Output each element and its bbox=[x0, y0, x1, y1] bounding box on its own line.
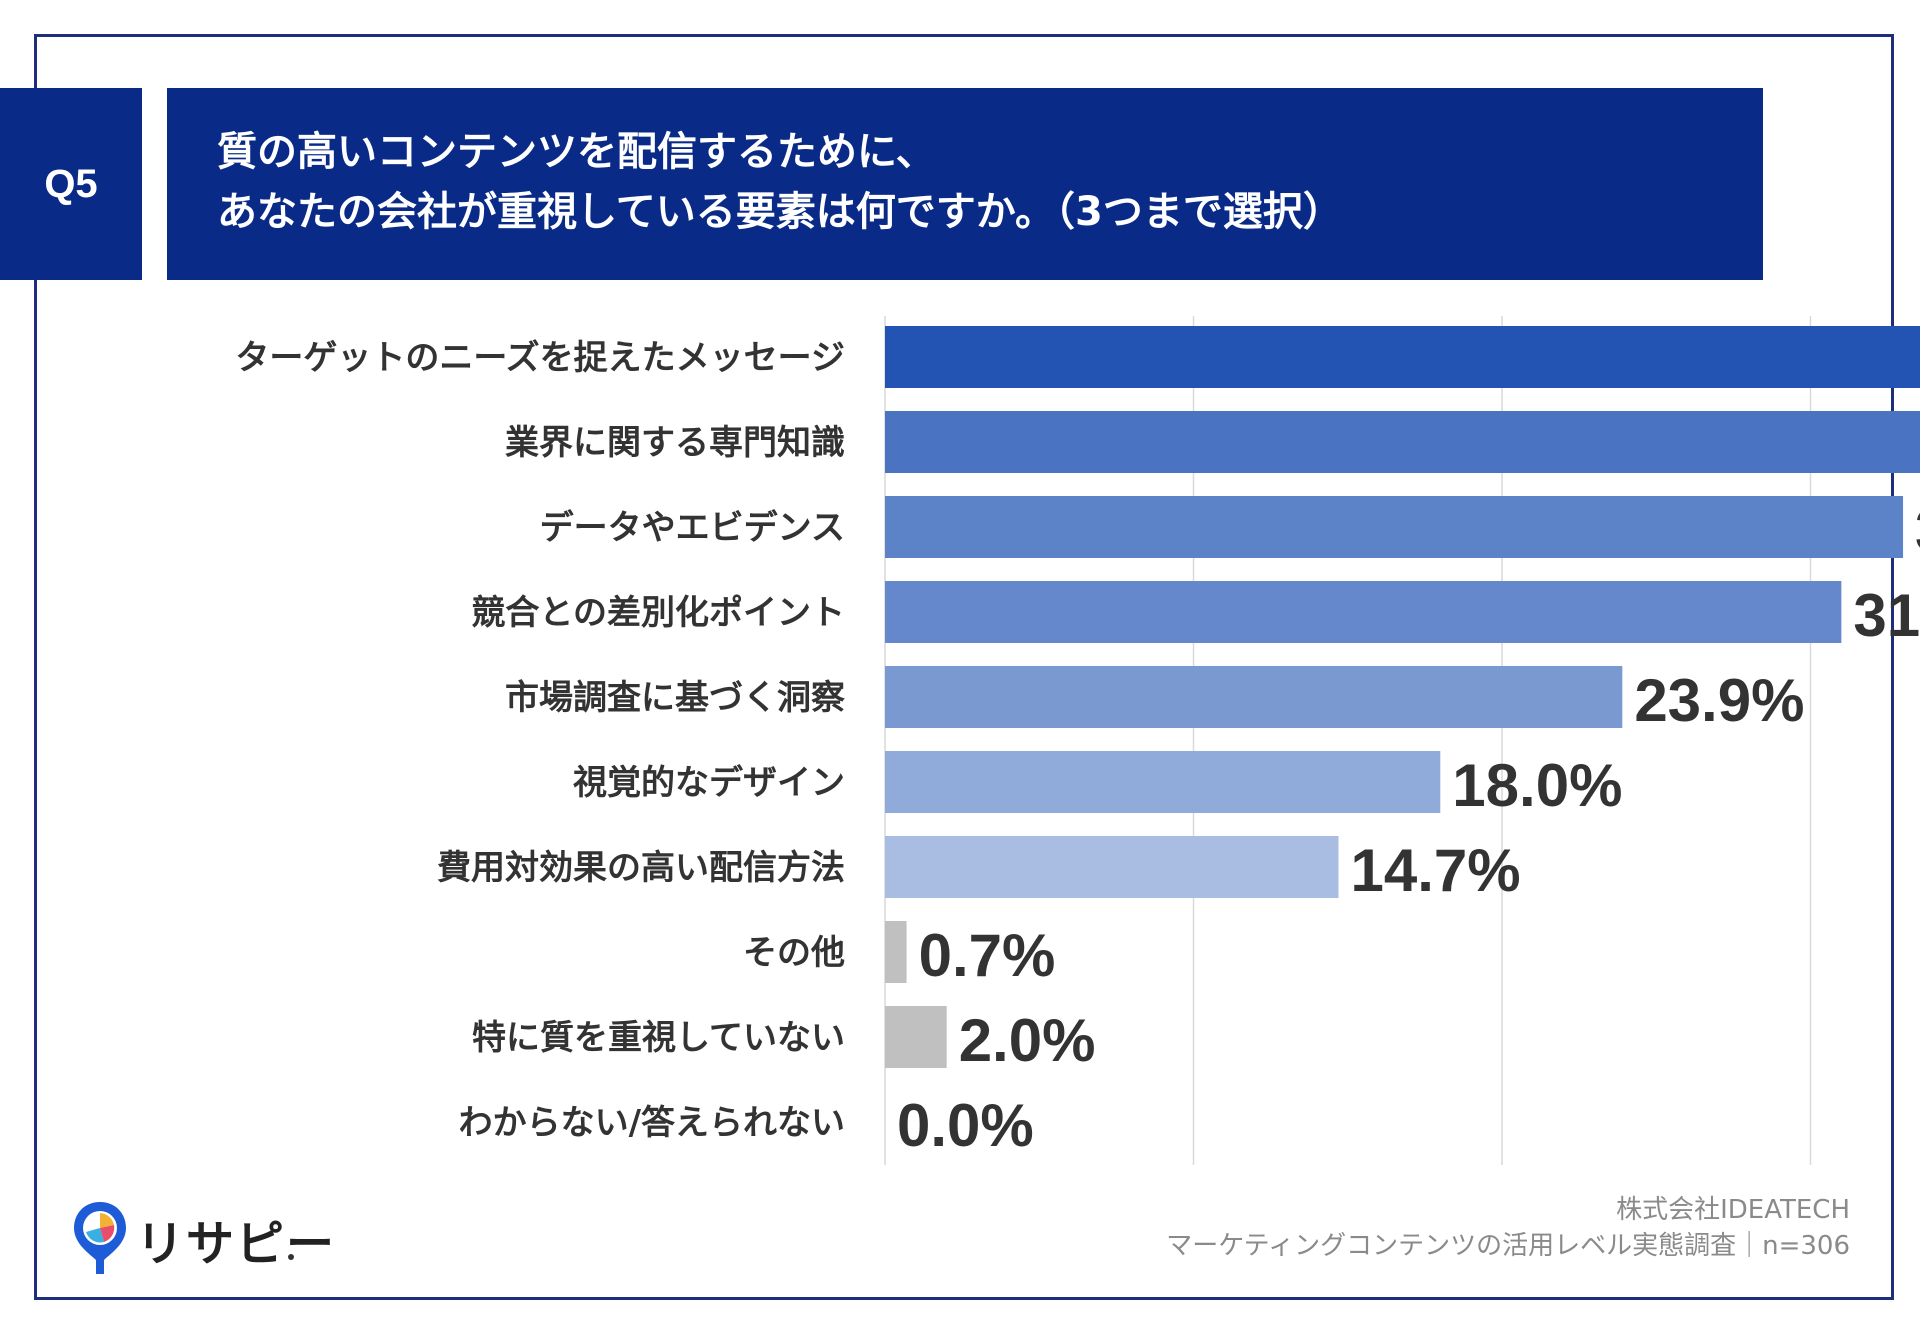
bar bbox=[885, 921, 907, 983]
footer: 株式会社IDEATECH マーケティングコンテンツの活用レベル実態調査｜n=30… bbox=[1166, 1192, 1850, 1264]
category-label: 特に質を重視していない bbox=[472, 1018, 845, 1058]
value-label: 2.0% bbox=[959, 1007, 1096, 1074]
value-label: 14.7% bbox=[1350, 837, 1520, 904]
chart-frame bbox=[34, 34, 1894, 1300]
value-label: 31.0% bbox=[1853, 582, 1920, 649]
question-number: Q5 bbox=[44, 161, 98, 206]
logo-dot bbox=[288, 1254, 294, 1260]
bar bbox=[885, 751, 1441, 813]
question-number-badge: Q5 bbox=[0, 88, 142, 280]
footer-company: 株式会社IDEATECH bbox=[1616, 1195, 1850, 1225]
bar bbox=[885, 326, 1920, 388]
category-label: 市場調査に基づく洞察 bbox=[505, 678, 845, 718]
bar bbox=[885, 496, 1904, 558]
bar bbox=[885, 1006, 947, 1068]
value-label: 18.0% bbox=[1452, 752, 1622, 819]
category-label: 競合との差別化ポイント bbox=[471, 593, 845, 633]
footer-survey: マーケティングコンテンツの活用レベル実態調査｜n=306 bbox=[1166, 1231, 1850, 1261]
category-label: ターゲットのニーズを捉えたメッセージ bbox=[235, 338, 845, 378]
value-label: 0.0% bbox=[897, 1092, 1034, 1159]
category-label: データやエビデンス bbox=[540, 508, 845, 548]
question-title-line1: 質の高いコンテンツを配信するために、 bbox=[217, 129, 936, 175]
question-title-box: 質の高いコンテンツを配信するために、 あなたの会社が重視している要素は何ですか。… bbox=[167, 88, 1763, 280]
logo-text: リサピー bbox=[136, 1216, 337, 1272]
bar bbox=[885, 581, 1842, 643]
pin-pie-icon bbox=[74, 1202, 126, 1274]
logo: リサピー bbox=[70, 1198, 334, 1278]
category-label: わからない/答えられない bbox=[459, 1103, 845, 1143]
value-label: 33.0% bbox=[1915, 497, 1920, 564]
value-label: 23.9% bbox=[1634, 667, 1804, 734]
question-title-line2: あなたの会社が重視している要素は何ですか。（3つまで選択） bbox=[217, 189, 1343, 235]
bar bbox=[885, 411, 1920, 473]
bar bbox=[885, 836, 1339, 898]
category-label: 視覚的なデザイン bbox=[573, 763, 845, 803]
category-label: 業界に関する専門知識 bbox=[505, 423, 845, 463]
bar bbox=[885, 666, 1623, 728]
value-label: 0.7% bbox=[919, 922, 1056, 989]
category-label: その他 bbox=[743, 933, 845, 973]
category-label: 費用対効果の高い配信方法 bbox=[437, 848, 845, 888]
